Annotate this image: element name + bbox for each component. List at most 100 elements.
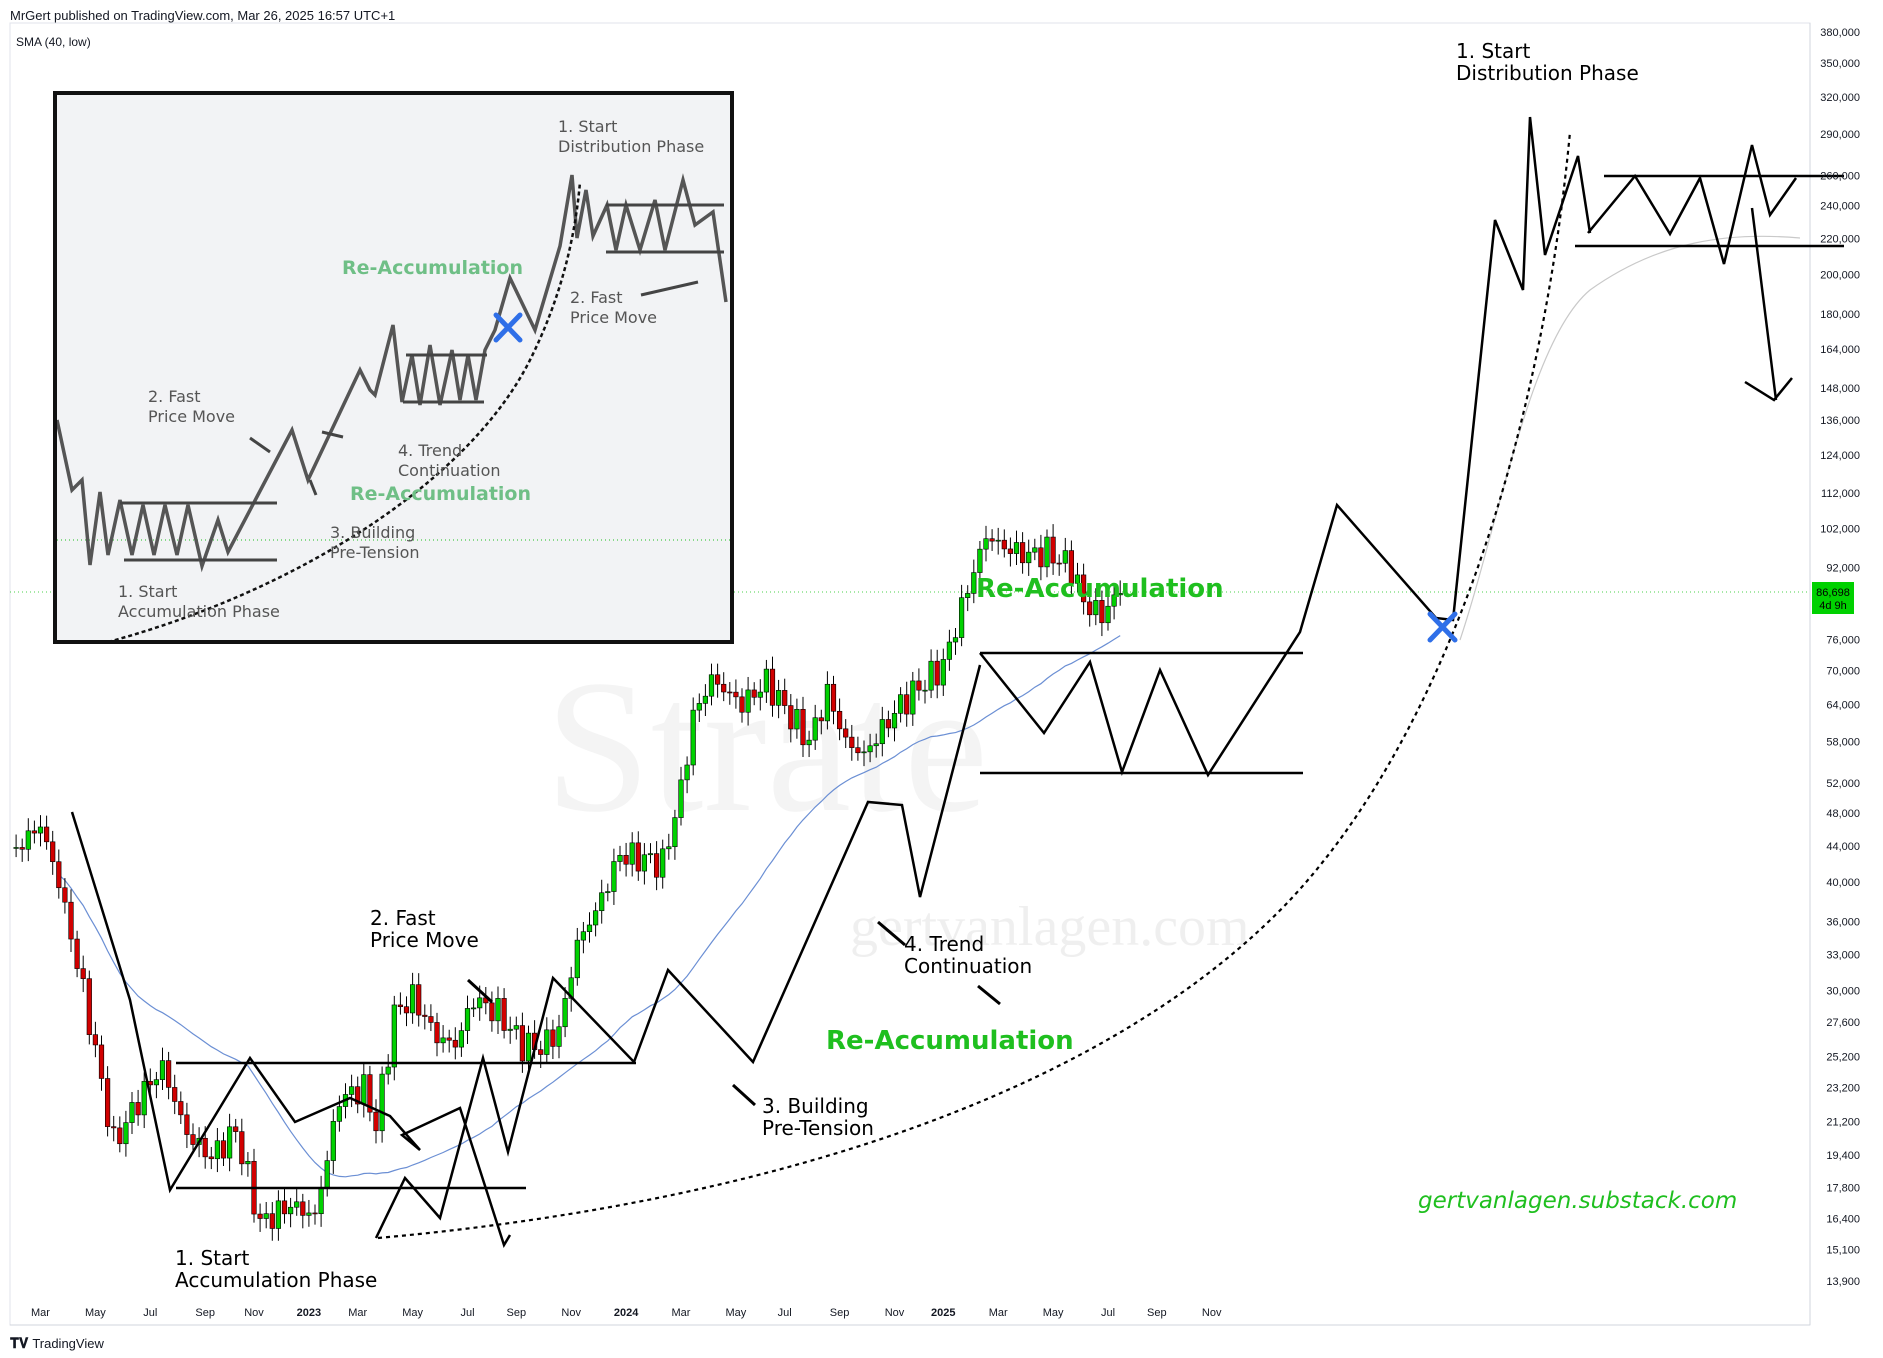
candle-body — [1081, 574, 1087, 603]
candle-body — [1068, 550, 1074, 584]
price-tick-label: 58,000 — [1826, 737, 1860, 749]
candle-body — [1074, 574, 1081, 584]
time-tick-label: 2024 — [614, 1307, 639, 1319]
candle-body — [86, 978, 92, 1035]
indicator-legend[interactable]: SMA (40, low) — [16, 35, 91, 49]
candle-body — [1001, 539, 1007, 550]
inset-annotation-label: 4. Trend — [398, 441, 462, 460]
time-tick-label: Jul — [778, 1307, 792, 1319]
price-tick-label: 25,200 — [1826, 1051, 1860, 1063]
annotation-label: 1. Start — [175, 1246, 249, 1270]
candle-body — [348, 1086, 355, 1095]
candle-body — [153, 1079, 160, 1086]
candle-body — [891, 713, 898, 729]
candle-body — [965, 593, 971, 598]
candle-body — [983, 538, 989, 550]
candle-body — [379, 1073, 385, 1132]
annotation-label: Price Move — [370, 928, 479, 952]
candle-body — [580, 931, 586, 941]
sma-lines — [58, 235, 1801, 1178]
price-tick-label: 92,000 — [1826, 562, 1860, 574]
candle-body — [928, 660, 934, 691]
candle-body — [1038, 547, 1044, 568]
candle-body — [117, 1127, 123, 1145]
candlestick-series — [13, 524, 1123, 1241]
candle-body — [43, 826, 50, 843]
candle-body — [660, 848, 666, 878]
candle-body — [635, 842, 641, 872]
candle-body — [666, 846, 672, 850]
candle-body — [1056, 562, 1062, 565]
annotation-label: Pre-Tension — [762, 1116, 874, 1140]
time-tick-label: Nov — [244, 1307, 264, 1319]
price-tick-label: 240,000 — [1820, 200, 1860, 212]
candle-body — [623, 854, 629, 865]
candle-body — [446, 1037, 452, 1041]
price-tick-label: 16,400 — [1826, 1214, 1860, 1226]
last-price-badge: 86,698 4d 9h — [1812, 582, 1854, 614]
candle-body — [952, 637, 959, 643]
candle-body — [727, 691, 733, 694]
candle-body — [873, 743, 879, 747]
footer-brand[interactable]: 𝐓𝐕 TradingView — [10, 1335, 104, 1352]
annotation-label: 2. Fast — [370, 906, 436, 930]
candle-body — [574, 939, 580, 979]
inset-annotation-label: Re-Accumulation — [342, 257, 523, 279]
time-tick-label: Sep — [830, 1307, 850, 1319]
candle-body — [739, 696, 745, 713]
candle-body — [1032, 547, 1038, 553]
candle-body — [830, 683, 837, 712]
candle-body — [849, 736, 855, 748]
candle-body — [611, 861, 617, 892]
inset-drawings — [55, 173, 730, 644]
candle-body — [489, 1002, 495, 1022]
candle-body — [202, 1137, 208, 1158]
inset-annotation-label: Accumulation Phase — [118, 602, 280, 621]
candle-body — [227, 1126, 233, 1159]
candle-body — [769, 668, 776, 706]
candle-body — [294, 1201, 300, 1208]
candle-body — [269, 1213, 275, 1229]
inset-annotation-label: 1. Start — [558, 117, 617, 136]
price-tick-label: 36,000 — [1826, 917, 1860, 929]
candle-body — [775, 690, 782, 706]
candle-body — [861, 751, 867, 754]
candle-body — [361, 1074, 367, 1105]
price-tick-label: 136,000 — [1820, 415, 1860, 427]
time-tick-label: Mar — [989, 1307, 1008, 1319]
candle-body — [56, 861, 62, 889]
candle-body — [641, 854, 647, 872]
candle-body — [836, 710, 843, 730]
candle-body — [958, 597, 965, 638]
annotation-label: Accumulation Phase — [175, 1268, 377, 1292]
inset-frame — [53, 91, 734, 644]
inset-pointer-arrow — [308, 479, 318, 496]
inset-pointer-arrow — [249, 436, 271, 454]
sma-40-line — [58, 635, 1121, 1178]
pointer-arrow — [977, 984, 1001, 1006]
candle-body — [336, 1106, 343, 1122]
candle-body — [1087, 601, 1093, 616]
candle-body — [818, 717, 824, 722]
candle-body — [1019, 542, 1026, 564]
candle-body — [458, 1030, 465, 1048]
candle-body — [605, 891, 611, 894]
price-badge-bg — [1812, 582, 1854, 614]
time-tick-label: 2025 — [931, 1307, 955, 1319]
annotation-label: 4. Trend — [904, 932, 984, 956]
candle-body — [721, 683, 727, 693]
candle-body — [653, 853, 660, 878]
candle-body — [74, 938, 80, 969]
candle-body — [300, 1201, 306, 1216]
candle-body — [562, 998, 568, 1028]
inset-annotation-label: Price Move — [148, 407, 235, 426]
candle-body — [123, 1122, 129, 1145]
candle-body — [934, 660, 940, 686]
candle-body — [714, 674, 721, 685]
candle-body — [135, 1102, 141, 1116]
candle-body — [440, 1037, 446, 1044]
candle-body — [586, 924, 593, 933]
substack-url: gertvanlagen.substack.com — [1418, 1188, 1737, 1214]
inset-annotation-label: Price Move — [570, 308, 657, 327]
